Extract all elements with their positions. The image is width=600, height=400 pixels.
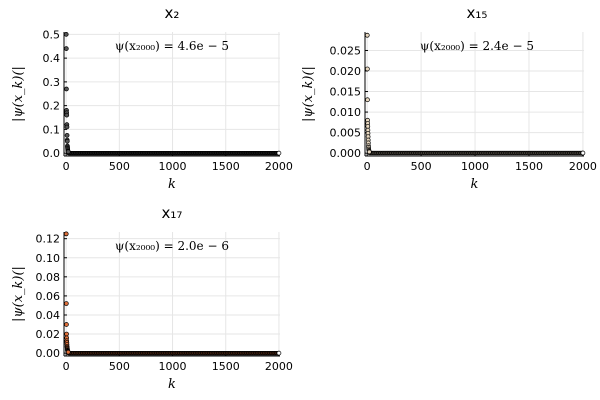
subplot-title: x₂ (165, 4, 180, 22)
y-tick-label: 0.5 (43, 28, 61, 41)
data-point (64, 86, 69, 92)
y-tick-label: 0.10 (36, 252, 61, 265)
x-tick-label: 0 (63, 360, 70, 373)
annotation-text: ψ(x₂₀₀₀) = 2.0e − 6 (115, 239, 229, 253)
data-point (63, 32, 69, 37)
x-tick-label: 1500 (212, 360, 240, 373)
x-tick-label: 500 (109, 160, 130, 173)
y-axis-label: |ψ(x_k)(| (11, 66, 26, 122)
y-tick-label: 0.04 (36, 309, 61, 322)
x-tick-label: 1500 (212, 160, 240, 173)
data-point (365, 97, 370, 103)
data-points-tail (367, 150, 585, 156)
y-tick-label: 0.12 (36, 233, 61, 246)
data-point (65, 349, 71, 355)
x-tick-label: 500 (411, 160, 432, 173)
data-point (64, 322, 69, 327)
annotation-text: ψ(x₂₀₀₀) = 4.6e − 5 (115, 39, 229, 53)
x-tick-label: 0 (63, 160, 70, 173)
x-tick-label: 0 (364, 160, 371, 173)
subplot-3: 0 500 1000 1500 2000 0.00 0.02 0.04 0.06 0.08 0.10… (11, 204, 293, 392)
subplot-title: x₁₇ (162, 204, 183, 222)
y-tick-label: 0.000 (330, 147, 362, 160)
y-tick-label: 0.3 (43, 76, 61, 89)
data-points-tail (66, 351, 281, 356)
y-tick-label: 0.2 (43, 100, 61, 113)
y-tick-label: 0.06 (36, 290, 61, 303)
y-tick-label: 0.020 (330, 65, 362, 78)
annotation-text: ψ(x₂₀₀₀) = 2.4e − 5 (420, 39, 534, 53)
x-tick-label: 2000 (569, 160, 597, 173)
y-tick-label: 0.08 (36, 271, 61, 284)
data-point (64, 132, 70, 138)
y-tick-label: 0.02 (36, 328, 61, 341)
data-point (64, 331, 69, 337)
data-point (64, 124, 70, 130)
y-tick-label: 0.00 (36, 347, 61, 360)
data-point (63, 301, 69, 306)
x-axis-label: k (168, 177, 176, 192)
x-tick-label: 2000 (265, 160, 293, 173)
y-tick-label: 0.005 (330, 127, 362, 140)
y-tick-label: 0.010 (330, 106, 362, 119)
data-point (64, 138, 70, 144)
data-points-tail (66, 151, 281, 156)
y-axis-label: |ψ(x_k)(| (11, 266, 26, 322)
x-axis-label: k (168, 377, 176, 392)
data-point (365, 66, 370, 72)
x-tick-label: 1500 (515, 160, 543, 173)
y-tick-label: 0.015 (330, 86, 362, 99)
x-tick-label: 1000 (159, 160, 187, 173)
y-tick-label: 0.025 (330, 44, 362, 57)
y-tick-label: 0.1 (43, 123, 61, 136)
data-point (65, 149, 71, 155)
subplot-2: 0 500 1000 1500 2000 0.000 0.005 0.010 0.015 0.02… (301, 4, 597, 192)
y-tick-label: 0.4 (43, 52, 61, 65)
x-axis-label: k (471, 177, 479, 192)
x-tick-label: 2000 (265, 360, 293, 373)
data-point-last (276, 150, 282, 156)
data-point (366, 149, 372, 155)
y-tick-label: 0.0 (43, 147, 61, 160)
x-tick-label: 1000 (461, 160, 489, 173)
x-tick-label: 500 (109, 360, 130, 373)
data-point-last (276, 350, 282, 356)
y-axis-label: |ψ(x_k)(| (301, 66, 316, 122)
data-point (63, 231, 69, 237)
data-point (64, 112, 70, 118)
data-point-last (580, 150, 586, 156)
data-point (63, 46, 69, 51)
subplot-1: 0 500 1000 1500 2000 0.0 0.1 0.2 0.3 0.4 0.5 x₂ ψ(x₂… (11, 4, 293, 192)
data-point (364, 32, 370, 38)
x-tick-label: 1000 (159, 360, 187, 373)
subplot-title: x₁₅ (467, 4, 488, 22)
